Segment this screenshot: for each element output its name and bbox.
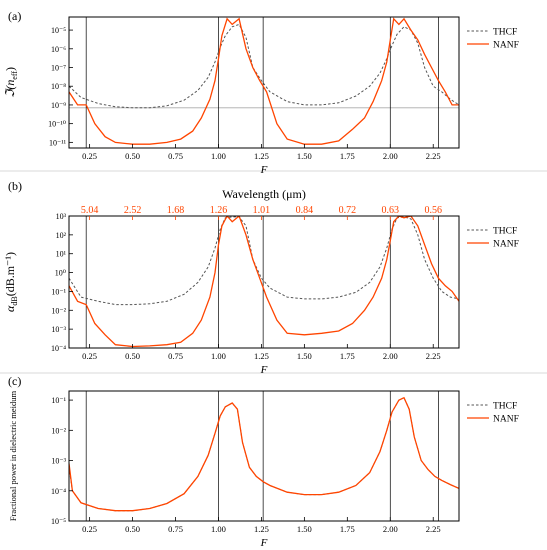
x-tick-label: 1.50 [297,351,312,361]
y-tick-label: 10⁻⁴ [51,344,66,353]
y-axis-label-main: ℑ(n [3,80,17,98]
plot-frame [68,215,460,349]
x-tick-label: 0.25 [82,524,97,534]
y-axis-label-sub: eff [10,71,19,80]
y-tick-label: 10⁻² [51,426,66,435]
x-tick-label: 0.50 [125,524,140,534]
x-tick-label: 0.75 [168,351,183,361]
top-tick-label: 0.84 [296,205,314,216]
x-tick-label: 1.75 [340,524,355,534]
y-axis-label-tail: ) [3,67,17,71]
x-tick-label: 0.75 [168,151,183,161]
x-tick-label: 1.50 [297,151,312,161]
x-tick-label: 1.50 [297,524,312,534]
series-line-nanf [69,17,459,145]
top-tick-label: 1.68 [167,205,185,216]
legend-label-thcf: THCF [493,28,517,38]
y-tick-label: 10² [56,231,67,240]
x-tick-label: 1.00 [211,151,226,161]
y-tick-label: 10⁻³ [51,325,66,334]
y-tick-label: 10⁻⁵ [51,26,66,35]
panel-label: (b) [8,179,22,193]
x-axis-label: F [260,537,268,549]
series-line-nanf [69,216,459,348]
y-tick-label: 10⁻⁹ [51,101,66,110]
top-tick-label: 2.52 [124,205,142,216]
x-tick-label: 1.00 [211,524,226,534]
y-axis-label-main: Fractional power in dielectric meidum [8,390,18,521]
x-tick-label: 2.00 [383,351,398,361]
x-tick-label: 2.25 [426,351,441,361]
x-tick-label: 1.75 [340,151,355,161]
y-tick-label: 10⁻² [51,306,66,315]
y-axis-label-main: α [3,305,17,312]
x-tick-label: 1.00 [211,351,226,361]
x-axis-label: F [260,164,268,176]
x-tick-label: 0.25 [82,351,97,361]
series-line-thcf [69,23,459,109]
x-axis-label: F [260,364,268,376]
x-tick-label: 0.50 [125,351,140,361]
y-tick-label: 10⁻¹ [51,396,66,405]
top-tick-label: 0.56 [424,205,442,216]
chart-panel-a: (a) 10⁻¹¹ 10⁻¹⁰ 10⁻⁹ 10⁻⁸ 10⁻⁷ 10⁻⁶ 10⁻⁵ 0.25 0.5… [3,9,519,176]
legend-label-nanf: NANF [493,41,519,51]
top-tick-label: 1.01 [253,205,271,216]
y-axis-label: Fractional power in dielectric meidum [8,390,18,521]
y-tick-label: 10⁻⁸ [51,82,66,91]
y-axis-label: ℑ(neff) [3,67,19,98]
series-line-thcf [69,216,459,306]
y-tick-label: 10⁻⁵ [51,517,66,526]
panel-label: (a) [8,9,21,23]
legend-label-thcf: THCF [493,227,517,237]
legend-label-nanf: NANF [493,240,519,250]
series-group [69,396,459,512]
legend-label-nanf: NANF [493,415,519,425]
top-tick-label: 0.72 [339,205,357,216]
series-line-thcf [69,397,459,512]
plot-frame [68,390,460,522]
y-tick-label: 10⁻⁴ [51,487,66,496]
y-axis-label-tail: (dB.m⁻¹) [3,252,17,296]
top-tick-label: 0.63 [382,205,400,216]
y-tick-label: 10⁻³ [51,457,66,466]
x-tick-label: 1.25 [254,351,269,361]
x-tick-label: 1.75 [340,351,355,361]
x-tick-label: 2.00 [383,151,398,161]
top-tick-label: 1.26 [210,205,228,216]
x-tick-label: 2.00 [383,524,398,534]
x-tick-label: 2.25 [426,524,441,534]
y-tick-label: 10⁻⁶ [51,45,66,54]
x-tick-label: 0.75 [168,524,183,534]
y-axis-label-sub: dB [10,296,19,305]
y-tick-label: 10⁻⁷ [51,64,66,73]
legend-label-thcf: THCF [493,402,517,412]
y-tick-label: 10⁰ [55,269,66,278]
x-tick-label: 1.25 [254,151,269,161]
y-tick-label: 10⁻¹⁰ [48,120,66,129]
x-tick-label: 0.25 [82,151,97,161]
y-tick-label: 10¹ [56,250,67,259]
series-group [69,216,459,348]
chart-panel-b: (b) 10⁻⁴ 10⁻³ 10⁻² 10⁻¹ 10⁰ 10¹ 10² 10³ 0.25 0.50 0… [3,179,519,376]
series-line-nanf [69,396,459,512]
y-tick-label: 10⁻¹ [51,287,66,296]
plot-frame [68,16,460,149]
top-tick-label: 5.04 [81,205,99,216]
panel-label: (c) [8,374,21,388]
y-tick-label: 10³ [56,212,67,221]
y-tick-label: 10⁻¹¹ [49,138,67,147]
series-group [69,17,459,145]
x-tick-label: 1.25 [254,524,269,534]
y-axis-label: αdB(dB.m⁻¹) [3,252,19,312]
top-axis-title: Wavelength (μm) [222,187,306,201]
x-tick-label: 0.50 [125,151,140,161]
x-tick-label: 2.25 [426,151,441,161]
chart-panel-c: (c) 10⁻⁵ 10⁻⁴ 10⁻³ 10⁻² 10⁻¹ 0.25 0.50 0.75 1.00 1… [8,374,519,549]
